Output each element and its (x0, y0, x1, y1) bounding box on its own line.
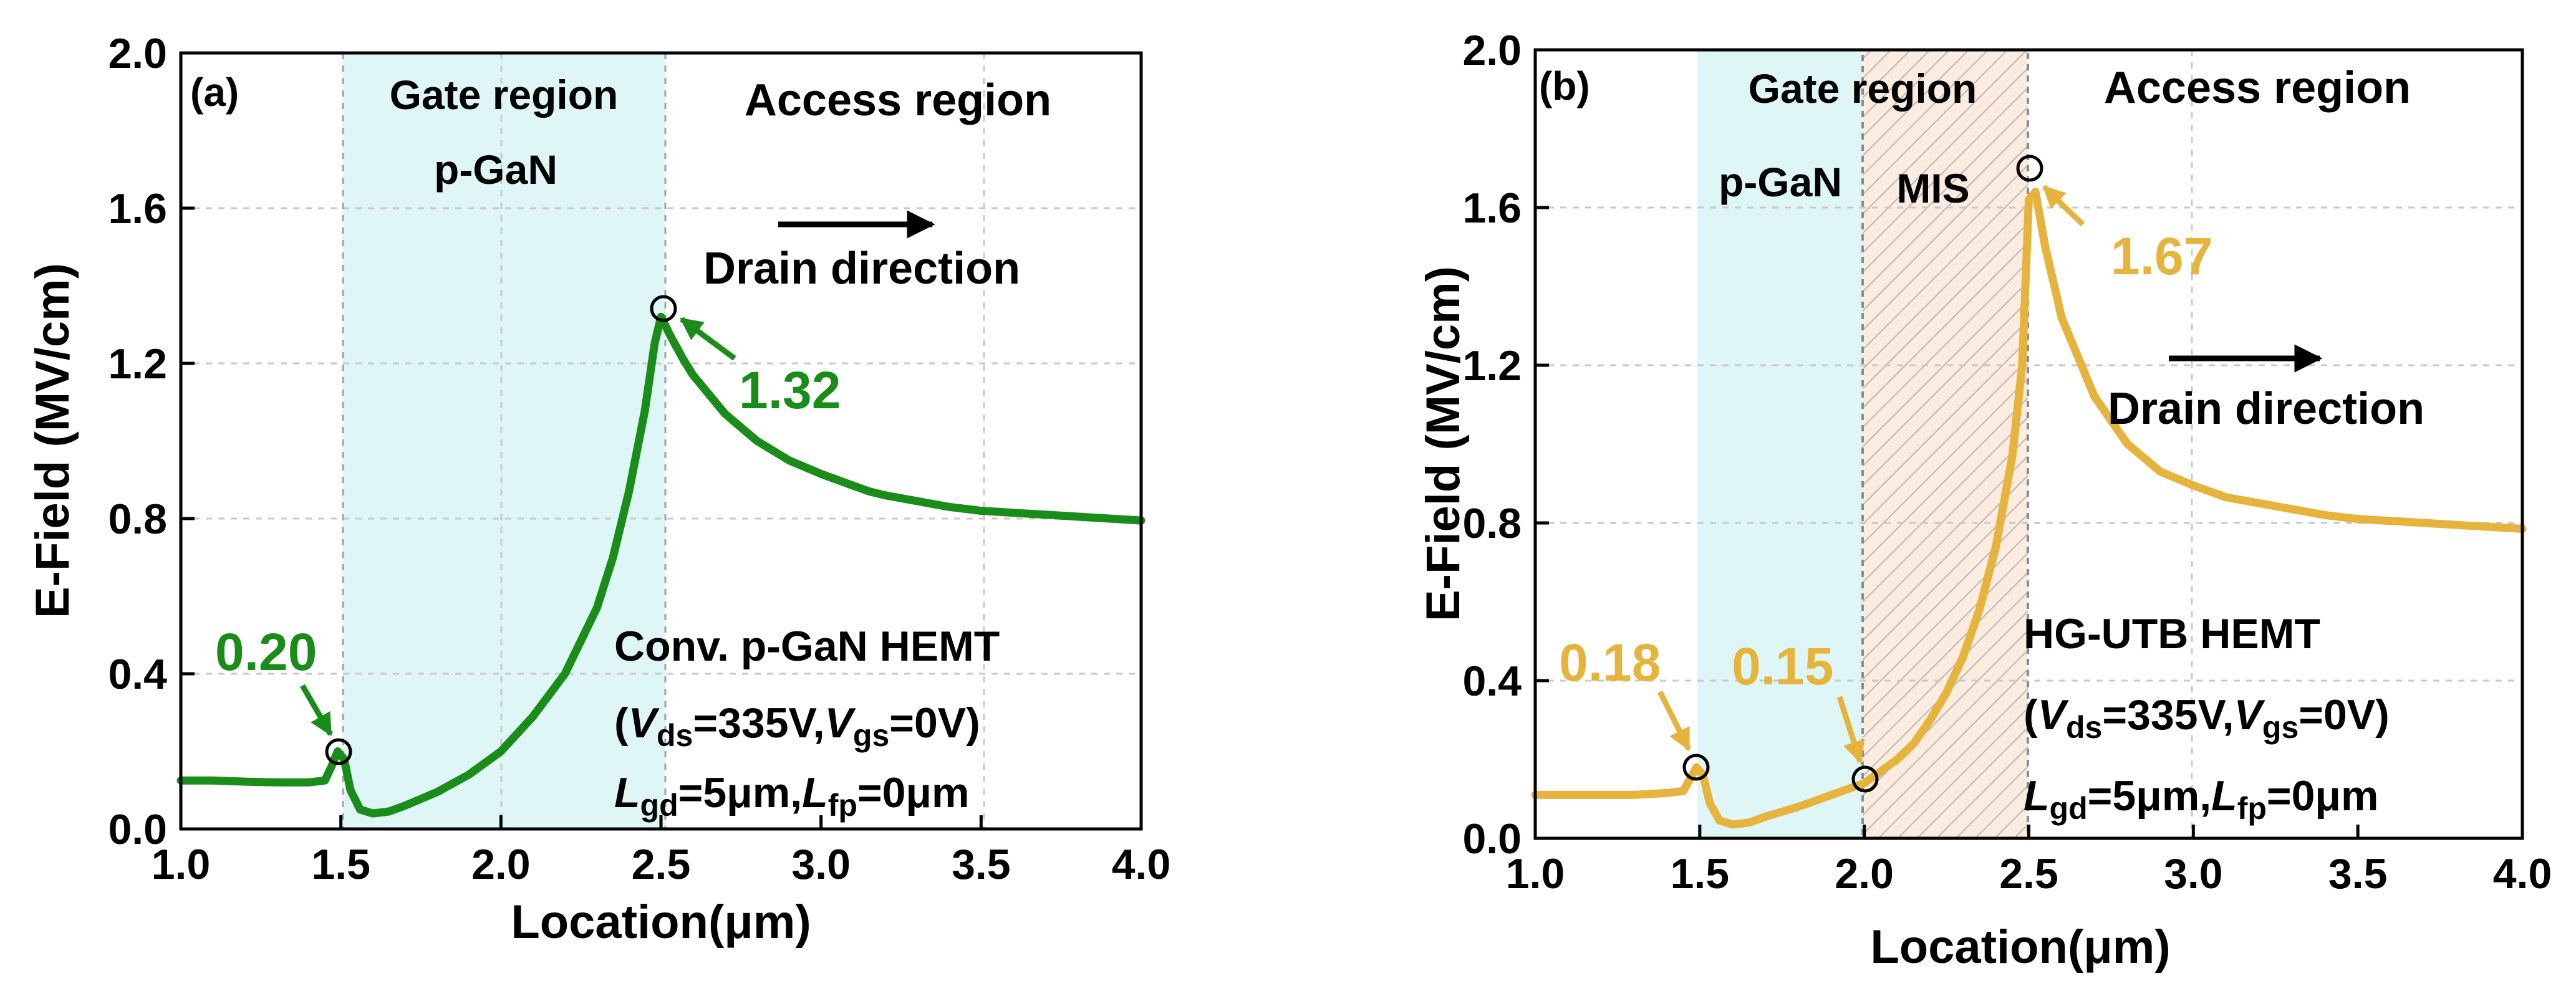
panel-b-ytick-label: 1.2 (1462, 342, 1522, 390)
panel-a-geometry: Lgd=5μm,Lfp=0μm (614, 769, 970, 823)
panel-b-annotation-1.67: 1.67 (2016, 155, 2213, 285)
panel-a-marker-1.32 (650, 295, 677, 322)
panel-b-mis-region-shade (1861, 49, 2029, 840)
panel-a-xlabel: Location(μm) (511, 896, 811, 949)
panel-b-pgan-label: p-GaN (1719, 159, 1842, 205)
panel-b-marker-0.18 (1682, 754, 1710, 781)
panel-b-xtick-label: 2.0 (1835, 850, 1894, 898)
panel-a-xtick-label: 4.0 (1112, 841, 1171, 888)
panel-a-ytick-label: 2.0 (108, 30, 167, 77)
panel-b-ticks: 1.0 1.5 2.0 2.5 3.0 3.5 4.0 0.0 0.4 0.8 1.2 1.6 2.0 (1462, 27, 2552, 898)
panel-b-ylabel: E-Field (MV/cm) (1417, 266, 1470, 621)
panel-b-mis-label: MIS (1896, 165, 1969, 211)
panel-a-annotation-1.32: 1.32 (650, 295, 841, 419)
panel-a-drain-direction-label: Drain direction (703, 244, 1020, 294)
panel-a-xtick-label: 1.5 (311, 841, 370, 888)
panel-b-xtick-label: 1.5 (1671, 850, 1730, 898)
panel-b-drain-direction-label: Drain direction (2108, 384, 2424, 434)
panel-b-xtick-label: 3.5 (2328, 850, 2388, 898)
panel-b-bias-conditions: (Vds=335V,Vgs=0V) (2024, 691, 2390, 745)
panel-b-ytick-label: 1.6 (1462, 184, 1522, 232)
panel-b-regions (1697, 49, 2029, 840)
panel-b: 1.0 1.5 2.0 2.5 3.0 3.5 4.00.00.40.81.21.62.0 … (1417, 27, 2552, 974)
panel-b-marker-1.67 (2016, 155, 2043, 182)
panel-a-arrow-0.20 (300, 684, 333, 737)
panel-a-bias-conditions: (Vds=335V,Vgs=0V) (614, 699, 980, 753)
panel-a-arrow-1.32 (680, 317, 736, 361)
panel-a-ticks: 1.0 1.5 2.0 2.5 3.0 3.5 4.0 0.0 0.4 0.8 1.2 1.6 2.0 (108, 30, 1170, 888)
panel-a-regions (343, 53, 665, 829)
panel-a-ytick-label: 1.6 (108, 185, 167, 232)
panel-a-ytick-label: 0.8 (108, 496, 167, 543)
panel-b-arrow-0.18 (1657, 690, 1692, 752)
panel-b-marker-0.15 (1851, 765, 1879, 793)
panel-b-value-0.18: 0.18 (1559, 633, 1661, 692)
panel-a-value-1.32: 1.32 (739, 361, 841, 419)
panel-b-annotation-0.18: 0.18 (1559, 633, 1710, 781)
panel-b-xtick-label: 3.0 (2164, 850, 2223, 898)
panel-a-device-name: Conv. p-GaN HEMT (614, 623, 1000, 670)
panel-a-xtick-label: 3.0 (791, 841, 851, 888)
panel-a-marker-0.20 (325, 738, 352, 765)
panel-b-geometry: Lgd=5μm,Lfp=0μm (2024, 772, 2379, 826)
panel-b-xtick-label: 1.0 (1506, 850, 1565, 898)
panel-a: 1.0 1.5 2.0 2.5 3.0 3.5 4.00.00.40.81.21.62.0 … (26, 30, 1170, 949)
panel-a-efield-line (176, 312, 1146, 818)
panel-b-ytick-label: 0.0 (1462, 815, 1522, 863)
panel-a-xtick-label: 2.0 (471, 841, 531, 888)
panel-a-gate-region-label: Gate region (390, 72, 619, 118)
panel-b-xtick-label: 2.5 (1999, 850, 2058, 898)
panel-a-access-region-label: Access region (745, 75, 1051, 125)
panel-b-device-name: HG-UTB HEMT (2024, 610, 2320, 658)
panel-a-ytick-label: 1.2 (108, 340, 167, 388)
panel-a-ytick-label: 0.4 (108, 651, 167, 698)
panel-a-value-0.20: 0.20 (215, 623, 317, 681)
panel-b-ytick-label: 0.4 (1462, 658, 1522, 705)
panel-b-value-1.67: 1.67 (2111, 227, 2213, 285)
panel-b-access-region-label: Access region (2104, 63, 2411, 113)
panel-a-xtick-label: 3.5 (952, 841, 1011, 888)
panel-b-gate-region-label: Gate region (1749, 65, 1977, 112)
panel-a-region-boundaries (342, 53, 667, 829)
panel-b-label: (b) (1539, 64, 1590, 108)
panel-b-ytick-label: 2.0 (1462, 27, 1522, 74)
panel-b-annotation-0.15: 0.15 (1732, 637, 1879, 793)
panel-b-efield-line (1531, 188, 2527, 829)
panel-a-ylabel: E-Field (MV/cm) (26, 263, 79, 618)
panel-b-device-text: HG-UTB HEMT (Vds=335V,Vgs=0V) Lgd=5μm,Lf… (2024, 610, 2390, 826)
panel-b-value-0.15: 0.15 (1732, 637, 1834, 696)
panel-a-annotation-0.20: 0.20 (215, 623, 352, 765)
panel-b-xlabel: Location(μm) (1870, 921, 2170, 974)
panel-a-device-text: Conv. p-GaN HEMT (Vds=335V,Vgs=0V) Lgd=5… (614, 623, 1000, 823)
panel-b-pgan-region-shade (1697, 50, 1863, 838)
panel-a-pgan-label: p-GaN (434, 146, 557, 193)
panel-a-xtick-label: 2.5 (632, 841, 691, 888)
panel-b-arrow-0.15 (1836, 696, 1865, 764)
panel-b-xtick-label: 4.0 (2493, 850, 2552, 898)
panel-b-grid (1535, 50, 2522, 838)
panel-a-label: (a) (190, 70, 239, 115)
panel-b-ytick-label: 0.8 (1462, 500, 1522, 547)
panel-b-arrow-1.67 (2042, 184, 2085, 227)
panel-a-xtick-label: 1.0 (152, 841, 211, 888)
panel-a-ytick-label: 0.0 (108, 806, 167, 853)
panel-a-gate-region-shade (343, 53, 665, 829)
